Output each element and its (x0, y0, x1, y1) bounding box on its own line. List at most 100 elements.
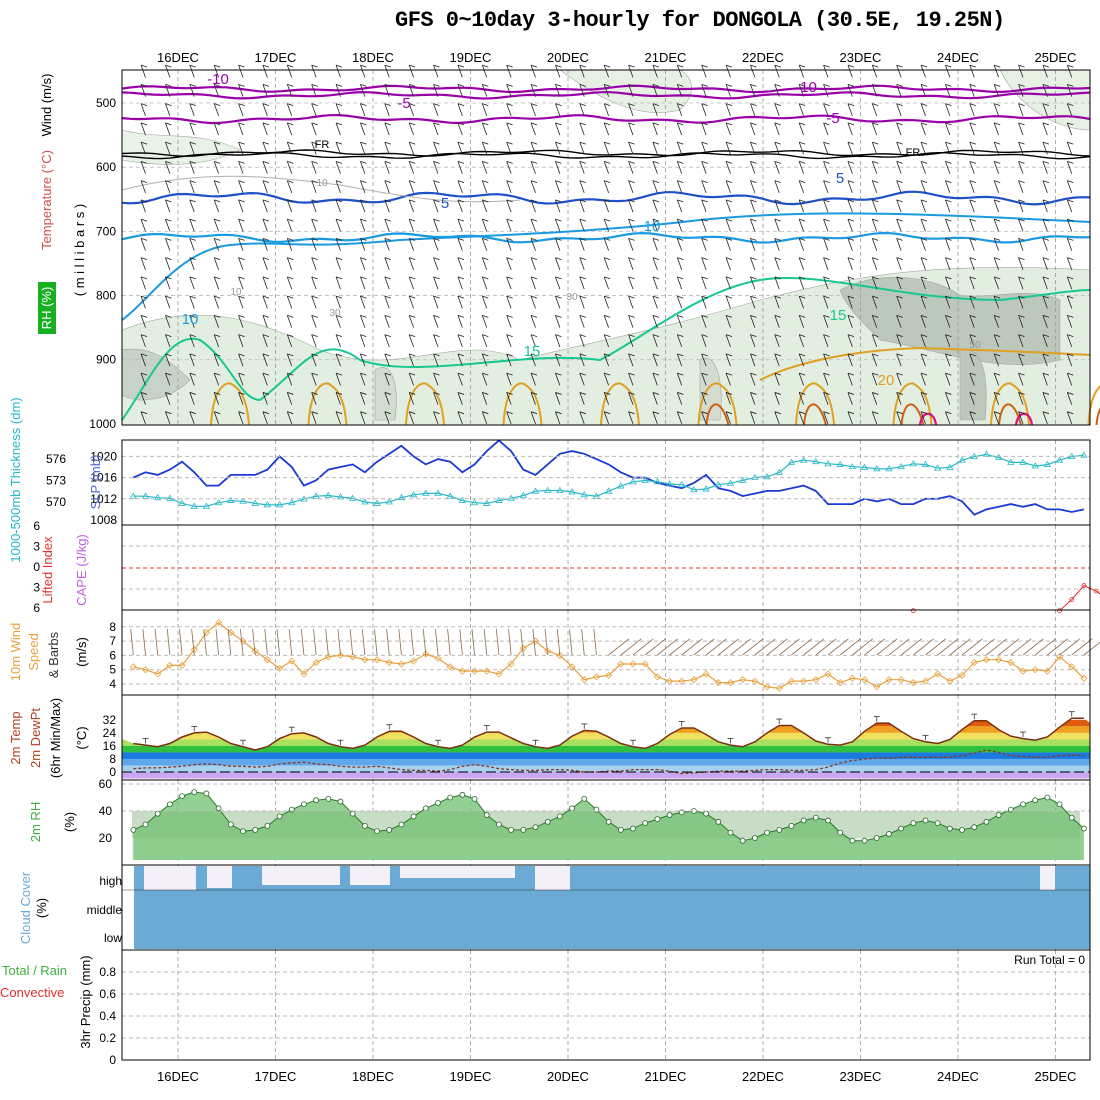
wind-barb-surface (986, 638, 1008, 656)
wind-barb-flag (1067, 199, 1074, 203)
wind-barb-flag (433, 180, 440, 184)
rh-marker (959, 827, 965, 833)
wind-barb-upper (189, 103, 195, 116)
wind-barb-flag (1067, 64, 1074, 68)
wind-barb-upper (871, 238, 878, 251)
cloud-level-label: high (99, 874, 122, 888)
wind-barb-upper (457, 238, 463, 251)
ylabel-convective: Convective (0, 985, 64, 1000)
wind-barb-upper (1042, 238, 1048, 251)
wind-barb-flag (530, 257, 538, 261)
wind-barb-upper (628, 238, 634, 251)
wind-barb-flag (433, 122, 440, 126)
wind-barb-upper (847, 296, 853, 309)
wind-barb-flag (287, 372, 294, 376)
wind-barb-flag (214, 64, 221, 68)
wind-barb-upper (798, 122, 805, 136)
wind-barb-flag (945, 315, 952, 318)
rh-marker (276, 813, 283, 820)
rh-marker (556, 813, 563, 820)
wind-barb-flag (335, 353, 343, 357)
ylabel-rh-units: (%) (62, 812, 77, 832)
wind-barb-flag (1067, 238, 1074, 241)
wind-barb-flag (530, 64, 538, 68)
wind-barb-flag (262, 199, 270, 203)
wind-barb-flag (920, 411, 928, 415)
wind-barb-upper (360, 199, 366, 213)
ytick-temp: 24 (103, 726, 117, 740)
wind-barb-upper (579, 161, 585, 174)
wind-barb-upper (238, 64, 244, 78)
wind-barb-upper (311, 219, 317, 232)
wind-barb-flag (506, 218, 513, 222)
wind-barb-upper (286, 276, 293, 290)
wind-barb-surface (839, 638, 861, 656)
ytick-slp: 1012 (90, 492, 117, 506)
wind-barb-flag (482, 295, 489, 299)
wind-barb-upper (457, 84, 463, 97)
wind-barb-flag (360, 392, 367, 395)
wind-barb-flag (335, 334, 343, 338)
wind-barb-upper (1042, 334, 1048, 348)
rh-marker (264, 822, 271, 829)
ytick-temp: 8 (109, 752, 116, 766)
wind-barb-flag (262, 353, 270, 357)
wind-barb-upper (579, 64, 585, 78)
wind-barb-flag (677, 180, 684, 184)
wind-barb-upper (1018, 353, 1024, 367)
wind-barb-flag (238, 122, 245, 126)
wind-barb-flag (579, 64, 586, 68)
wind-barb-upper (481, 353, 488, 367)
wind-barb-upper (555, 353, 561, 367)
wind-barb-upper (823, 122, 829, 136)
wind-barb-upper (798, 199, 805, 213)
wind-barb-surface (203, 629, 207, 656)
rh-marker (861, 837, 868, 844)
rh-contour-label: 30 (329, 308, 341, 319)
wind-barb-flag (409, 257, 416, 261)
wind-barb-flag (506, 315, 513, 318)
wind-barb-flag (1042, 83, 1050, 87)
wind-barb-flag (189, 353, 196, 357)
wind-barb-upper (1066, 353, 1073, 367)
wind-speed-marker (580, 676, 588, 684)
wind-barb-flag (920, 64, 928, 68)
wind-barb-flag (335, 372, 343, 376)
wind-barb-flag (994, 238, 1001, 241)
wind-barb-flag (579, 295, 586, 299)
wind-barb-upper (676, 353, 683, 367)
thickness-marker (885, 465, 893, 472)
wind-barb-upper (871, 296, 878, 309)
wind-barb-surface (1083, 641, 1100, 656)
wind-barb-flag (1067, 218, 1074, 222)
wind-barb-upper (165, 141, 171, 155)
wind-barb-flag (579, 276, 586, 280)
wind-barb-flag (287, 161, 294, 164)
wind-barb-flag (311, 199, 318, 203)
wind-barb-upper (140, 276, 146, 290)
wind-barb-upper (969, 238, 975, 251)
wind-barb-upper (652, 219, 658, 232)
wind-barb-flag (140, 161, 148, 164)
wind-barb-flag (482, 372, 489, 376)
wind-barb-upper (433, 161, 439, 174)
wind-barb-flag (725, 122, 733, 126)
temperature-band (122, 719, 1090, 727)
wind-barb-upper (238, 411, 244, 425)
wind-barb-flag (482, 83, 489, 87)
ytick-temp: 0 (109, 765, 116, 779)
wind-barb-upper (945, 353, 951, 367)
wind-barb-flag (214, 161, 221, 164)
wind-barb-flag (555, 411, 562, 415)
wind-barb-upper (1042, 180, 1048, 193)
wind-barb-flag (189, 392, 196, 395)
wind-barb-upper (238, 199, 244, 213)
wind-barb-upper (1018, 257, 1024, 271)
wind-barb-flag (1042, 372, 1050, 376)
rh-marker (703, 810, 710, 817)
wind-barb-surface (632, 638, 654, 656)
rh-marker (422, 805, 429, 812)
wind-barb-flag (238, 257, 245, 261)
wind-barb-flag (360, 295, 367, 299)
wind-barb-flag (506, 199, 513, 203)
